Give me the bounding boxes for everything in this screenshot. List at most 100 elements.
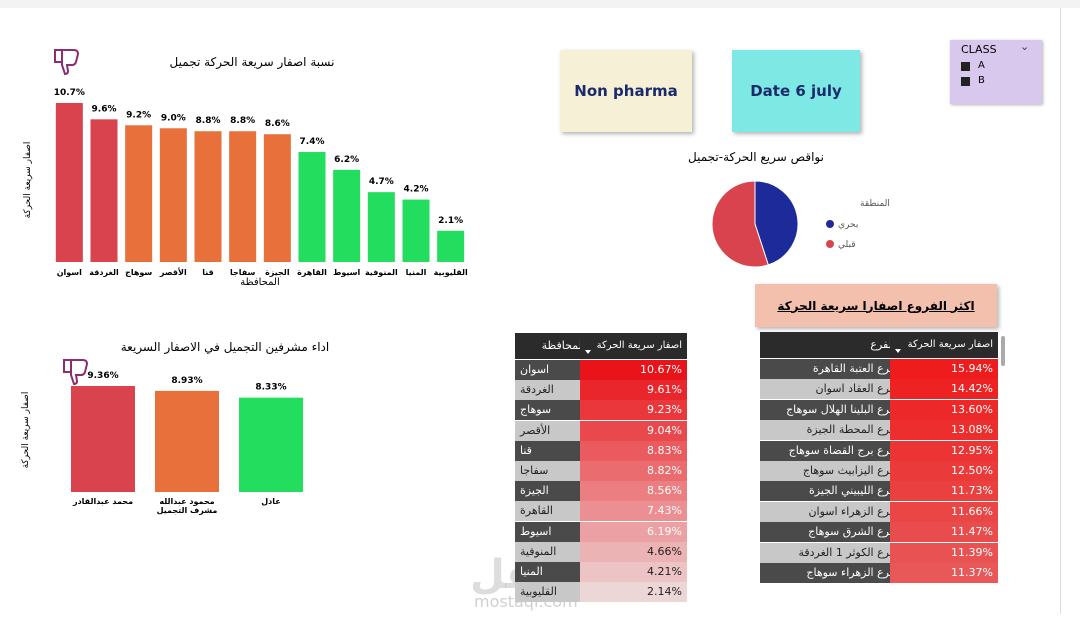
sort-arrow [895,349,901,353]
table-cell: القليوبية [515,582,590,603]
top-band [0,0,1080,8]
data-label: 8.8% [196,116,221,126]
data-label: 8.6% [265,119,290,129]
table-cell: 14.42% [890,379,998,400]
table-cell: فرع الكوثر 1 الغردقة [760,542,900,563]
x-tick-label: محمود عبدالله مشرف التجميل [156,497,218,515]
data-label: 9.0% [161,113,186,123]
chevron[interactable]: ⌄ [1020,40,1030,53]
legend-marker [826,220,834,228]
table-cell: فرع اليزابيث سوهاج [760,461,900,481]
table-header: المحافظة [515,333,590,359]
data-label: 2.1% [438,216,463,226]
thumb-icon [63,359,89,386]
table-cell: فرع العتبة القاهرة [760,359,900,379]
chart-title: نواقص سريع الحركة-تجميل [688,150,824,165]
table-cell: 11.66% [890,501,998,522]
x-tick-label: سفاجا [230,268,256,277]
table-cell: 12.50% [890,461,998,481]
data-label: 4.2% [404,185,429,195]
bar [298,152,326,262]
table-cell: 6.19% [580,521,687,542]
bar [229,131,257,262]
x-tick-label: الجيزة [265,268,290,277]
table-cell: 9.23% [580,400,687,421]
data-label: 8.33% [255,383,286,393]
table-cell: المنيا [515,562,590,582]
slicer-item: A [978,60,985,71]
table-cell: 15.94% [890,359,998,379]
divider [1060,8,1061,614]
bar [239,397,303,492]
y-axis-label: اصفار سريعة الحركة [21,392,31,469]
table-cell: 11.39% [890,542,998,563]
sort-arrow [585,350,591,354]
bar [367,192,395,262]
bar [333,169,361,262]
table-cell: 7.43% [580,501,687,522]
table-cell: الجيزة [515,481,590,502]
bar [194,131,222,262]
table-header: اصفار سريعة الحركة [580,333,687,359]
x-tick-label: القاهرة [297,268,327,277]
table-cell: فرع الزهراء سوهاج [760,563,900,583]
table-cell: 10.67% [580,360,687,380]
legend-title: المنطقة [860,199,890,209]
table-cell: 12.95% [890,440,998,461]
x-tick-label: عادل [261,497,281,506]
legend-label: قبلي [838,240,856,250]
table-cell: 2.14% [580,582,687,603]
x-tick-label: اسيوط [333,268,360,277]
card: Non pharma [560,50,692,132]
table-title: اكثر الفروع اصفارا سريعة الحركة [755,284,997,327]
table-cell: الأقصر [515,420,590,441]
x-tick-label: اسوان [57,268,82,277]
table-cell: فرع العقاد اسوان [760,379,900,400]
table-cell: المنوفية [515,541,590,562]
bar [263,134,291,262]
table-cell: 9.61% [580,380,687,401]
data-label: 7.4% [300,137,325,147]
legend-marker [826,240,834,248]
data-label: 9.6% [92,104,117,114]
x-tick-label: القليوبية [434,268,468,277]
bar [155,390,219,492]
data-label: 4.7% [369,177,394,187]
table-cell: القاهرة [515,501,590,522]
table-cell: فرع برج القضاة سوهاج [760,440,900,461]
table-header: اصفار سريعة الحركة [890,332,998,358]
table-cell: سفاجا [515,461,590,481]
table-cell: 4.21% [580,562,687,582]
legend-label: بحري [838,220,858,230]
bar [402,199,430,262]
chart-title: نسبة اصفار سريعة الحركة تجميل [170,55,335,70]
data-label: 10.7% [54,88,85,98]
y-axis-label: اصفار سريعة الحركة [23,142,33,219]
table-cell: 13.08% [890,420,998,441]
x-tick-label: المنوفية [365,268,398,277]
table-cell: 11.37% [890,563,998,583]
data-label: 8.8% [230,116,255,126]
table-cell: قنا [515,440,590,461]
table-cell: 4.66% [580,541,687,562]
table-cell: فرع البلينا الهلال سوهاج [760,399,900,420]
x-axis-label: المحافظة [240,277,279,288]
table-cell: 11.47% [890,522,998,543]
table-cell: الغردقة [515,380,590,401]
slicer-item: B [978,75,985,86]
bar [437,230,465,262]
slicer-title: CLASS [961,43,997,56]
pie-slice [754,180,799,266]
scrollbar[interactable] [1001,336,1005,366]
thumb-icon [54,49,80,76]
card: Date 6 july [732,50,860,132]
bar [159,128,187,262]
table-cell: 9.04% [580,420,687,441]
chart-title: اداء مشرفين التجميل في الاصفار السريعة [121,340,329,355]
slicer-box [961,62,970,71]
bar [90,119,118,262]
bar [55,103,83,262]
x-tick-label: قنا [202,268,214,277]
